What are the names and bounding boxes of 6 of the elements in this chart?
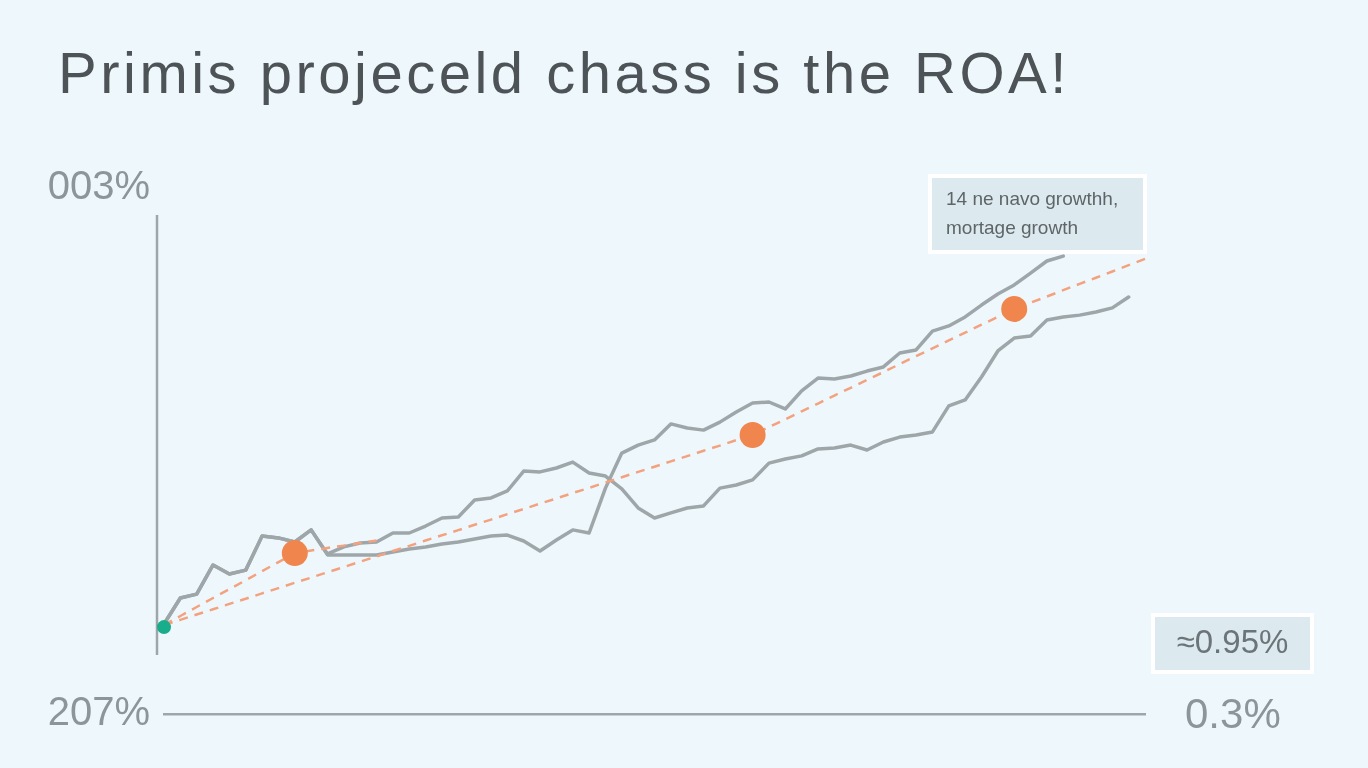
text: 0.3% <box>1185 689 1281 737</box>
y-tick-label: 003% <box>47 163 150 208</box>
annotation: 14 ne navo growthh, mortage growth <box>946 187 1119 238</box>
chart-title: Primis projeceld chass is the ROA! <box>58 40 1070 105</box>
y-tick-label: 207% <box>47 689 150 734</box>
text: ≈0.95% <box>1176 622 1289 660</box>
